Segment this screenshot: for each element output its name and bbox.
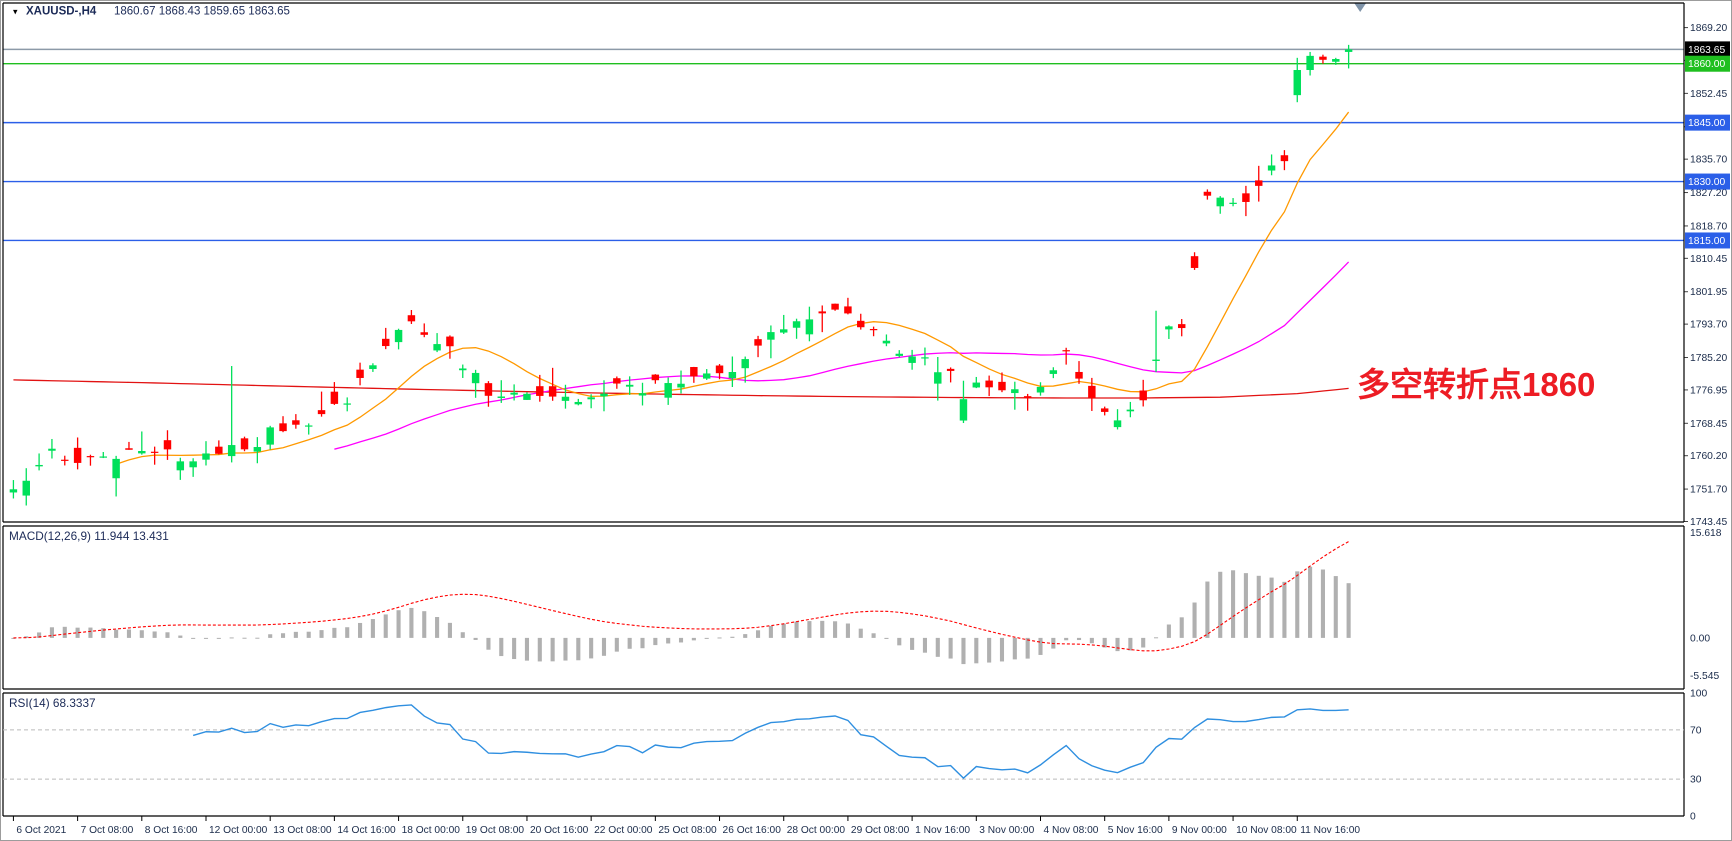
svg-text:100: 100 bbox=[1690, 689, 1707, 700]
svg-text:3 Nov 00:00: 3 Nov 00:00 bbox=[979, 825, 1034, 836]
svg-text:4 Nov 08:00: 4 Nov 08:00 bbox=[1043, 825, 1098, 836]
svg-text:1 Nov 16:00: 1 Nov 16:00 bbox=[915, 825, 970, 836]
svg-text:1818.70: 1818.70 bbox=[1690, 221, 1727, 232]
svg-text:1869.20: 1869.20 bbox=[1690, 23, 1727, 34]
svg-text:1760.20: 1760.20 bbox=[1690, 451, 1727, 462]
svg-text:-5.545: -5.545 bbox=[1690, 671, 1719, 682]
svg-text:1793.70: 1793.70 bbox=[1690, 320, 1727, 331]
svg-text:1860.67 1868.43 1859.65 186: 1860.67 1868.43 1859.65 1863.65 bbox=[114, 6, 290, 18]
svg-text:MACD(12,26,9) 11.944 13.431: MACD(12,26,9) 11.944 13.431 bbox=[9, 529, 169, 543]
svg-text:5 Nov 16:00: 5 Nov 16:00 bbox=[1108, 825, 1163, 836]
svg-text:1860.00: 1860.00 bbox=[1688, 59, 1725, 70]
svg-text:12 Oct 00:00: 12 Oct 00:00 bbox=[209, 825, 268, 836]
svg-text:9 Nov 00:00: 9 Nov 00:00 bbox=[1172, 825, 1227, 836]
svg-text:1776.95: 1776.95 bbox=[1690, 385, 1727, 396]
svg-text:7 Oct 08:00: 7 Oct 08:00 bbox=[81, 825, 134, 836]
svg-text:70: 70 bbox=[1690, 725, 1702, 736]
svg-text:1743.45: 1743.45 bbox=[1690, 517, 1727, 528]
svg-text:1863.65: 1863.65 bbox=[1688, 45, 1725, 56]
svg-text:10 Nov 08:00: 10 Nov 08:00 bbox=[1236, 825, 1297, 836]
svg-text:19 Oct 08:00: 19 Oct 08:00 bbox=[466, 825, 525, 836]
svg-text:8 Oct 16:00: 8 Oct 16:00 bbox=[145, 825, 198, 836]
svg-text:1751.70: 1751.70 bbox=[1690, 485, 1727, 496]
svg-text:1835.70: 1835.70 bbox=[1690, 155, 1727, 166]
svg-text:29 Oct 08:00: 29 Oct 08:00 bbox=[851, 825, 910, 836]
svg-text:20 Oct 16:00: 20 Oct 16:00 bbox=[530, 825, 589, 836]
svg-text:0.00: 0.00 bbox=[1690, 633, 1710, 644]
svg-text:1785.20: 1785.20 bbox=[1690, 353, 1727, 364]
svg-text:1801.95: 1801.95 bbox=[1690, 287, 1727, 298]
svg-text:RSI(14) 68.3337: RSI(14) 68.3337 bbox=[9, 696, 96, 710]
svg-text:XAUUSD-,H4: XAUUSD-,H4 bbox=[26, 6, 97, 18]
svg-text:▾: ▾ bbox=[13, 7, 18, 17]
svg-text:1810.45: 1810.45 bbox=[1690, 254, 1727, 265]
svg-text:1852.45: 1852.45 bbox=[1690, 89, 1727, 100]
svg-text:1815.00: 1815.00 bbox=[1688, 236, 1725, 247]
svg-text:28 Oct 00:00: 28 Oct 00:00 bbox=[787, 825, 846, 836]
svg-text:多空转折点1860: 多空转折点1860 bbox=[1357, 366, 1595, 403]
svg-text:1845.00: 1845.00 bbox=[1688, 118, 1725, 129]
svg-text:11 Nov 16:00: 11 Nov 16:00 bbox=[1300, 825, 1360, 836]
svg-text:0: 0 bbox=[1690, 812, 1696, 823]
svg-text:25 Oct 08:00: 25 Oct 08:00 bbox=[658, 825, 717, 836]
svg-text:22 Oct 00:00: 22 Oct 00:00 bbox=[594, 825, 653, 836]
svg-text:1768.45: 1768.45 bbox=[1690, 419, 1727, 430]
svg-text:13 Oct 08:00: 13 Oct 08:00 bbox=[273, 825, 332, 836]
svg-text:26 Oct 16:00: 26 Oct 16:00 bbox=[723, 825, 782, 836]
svg-text:1827.20: 1827.20 bbox=[1690, 188, 1727, 199]
svg-text:30: 30 bbox=[1690, 775, 1702, 786]
svg-text:6 Oct 2021: 6 Oct 2021 bbox=[16, 825, 66, 836]
svg-text:15.618: 15.618 bbox=[1690, 528, 1722, 539]
svg-text:14 Oct 16:00: 14 Oct 16:00 bbox=[337, 825, 396, 836]
svg-text:18 Oct 00:00: 18 Oct 00:00 bbox=[402, 825, 461, 836]
svg-text:1830.00: 1830.00 bbox=[1688, 177, 1725, 188]
